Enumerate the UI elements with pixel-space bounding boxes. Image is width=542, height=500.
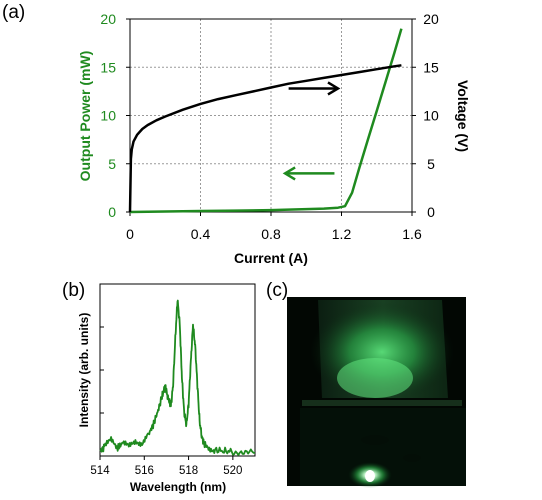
photo-laser-emission bbox=[287, 297, 466, 488]
chart-a-series bbox=[128, 28, 403, 214]
y2-tick-label: 0 bbox=[427, 204, 435, 220]
y-tick-label: 20 bbox=[100, 11, 116, 27]
x-tick-label: 1.2 bbox=[332, 226, 352, 242]
photo-beam-core bbox=[337, 358, 413, 398]
chart-b: 514 516 518 520 bbox=[90, 283, 256, 477]
chart-a-ticks: 0 0.4 0.8 1.2 1.6 0 5 10 15 20 0 5 10 15 20 bbox=[100, 11, 439, 242]
x-tick-label: 520 bbox=[223, 465, 242, 477]
chart-b-series bbox=[99, 299, 256, 456]
voltage-series-line bbox=[128, 64, 402, 213]
spectrum-series-line bbox=[99, 299, 256, 456]
chart-a-y2-axis-title: Voltage (V) bbox=[455, 80, 471, 152]
panel-label-a: (a) bbox=[2, 2, 25, 23]
y2-tick-label: 15 bbox=[423, 59, 439, 75]
y-tick-label: 15 bbox=[100, 59, 116, 75]
x-tick-label: 516 bbox=[135, 465, 154, 477]
chart-b-x-axis-title: Wavelength (nm) bbox=[130, 480, 226, 494]
x-tick-label: 0 bbox=[126, 226, 134, 242]
arrow-right-icon bbox=[327, 81, 341, 96]
x-tick-label: 514 bbox=[90, 465, 110, 477]
x-tick-label: 1.6 bbox=[402, 226, 422, 242]
panel-label-b: (b) bbox=[62, 280, 85, 301]
chart-a-y-axis-title: Output Power (mW) bbox=[77, 51, 93, 182]
chart-a: 0 0.4 0.8 1.2 1.6 0 5 10 15 20 0 5 10 15 20 bbox=[100, 11, 439, 242]
x-tick-label: 0.4 bbox=[191, 226, 211, 242]
chart-a-grid bbox=[130, 19, 412, 212]
photo-laser-spot-center bbox=[365, 470, 375, 482]
chart-b-ticks: 514 516 518 520 bbox=[90, 326, 242, 477]
power-series-line bbox=[129, 28, 403, 214]
panel-label-c: (c) bbox=[266, 280, 288, 301]
y-tick-label: 10 bbox=[100, 108, 116, 124]
y2-tick-label: 10 bbox=[423, 108, 439, 124]
chart-a-x-axis-title: Current (A) bbox=[234, 250, 308, 266]
y2-tick-label: 20 bbox=[423, 11, 439, 27]
arrow-left-icon bbox=[282, 166, 296, 181]
y2-tick-label: 5 bbox=[427, 156, 435, 172]
photo-mount-edge bbox=[302, 400, 462, 406]
y-tick-label: 0 bbox=[108, 204, 116, 220]
x-tick-label: 0.8 bbox=[261, 226, 281, 242]
x-tick-label: 518 bbox=[179, 465, 198, 477]
chart-a-annotations bbox=[282, 81, 341, 181]
chart-b-y-axis-title: Intensity (arb. units) bbox=[77, 313, 91, 428]
y-tick-label: 5 bbox=[108, 156, 116, 172]
